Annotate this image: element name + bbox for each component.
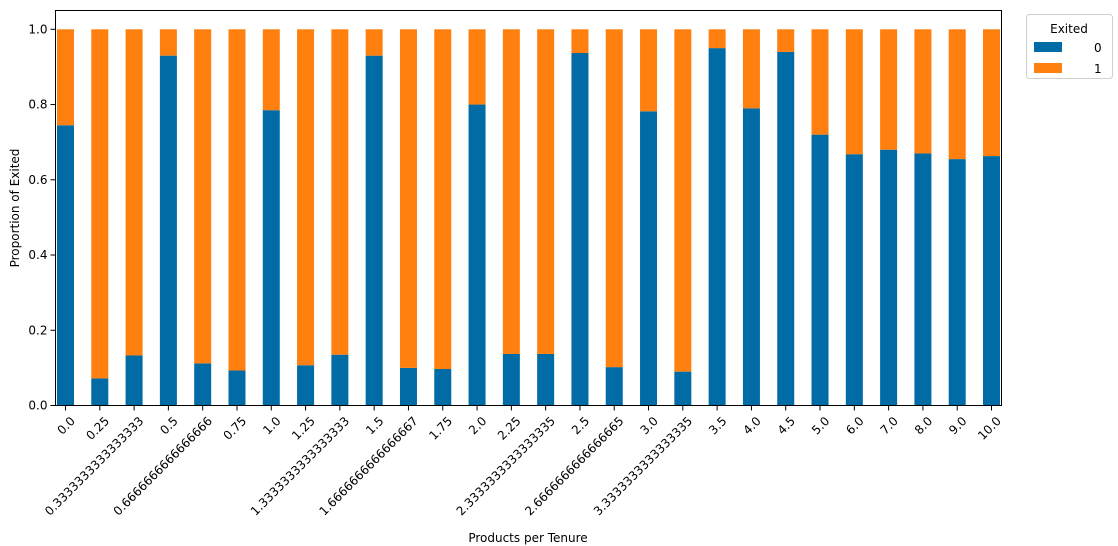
bar-segment-exited-0 [57,125,74,406]
bar-segment-exited-1 [91,29,109,379]
y-tick-label: 0.6 [28,173,47,187]
x-tick-label: 7.0 [878,414,901,437]
x-tick-label: 0.5 [157,414,180,437]
bar-segment-exited-0 [880,149,898,406]
y-axis: 0.0 0.2 0.4 0.6 0.8 1.0 [28,22,56,413]
x-axis-label: Products per Tenure [468,531,587,545]
bar-segment-exited-1 [640,29,658,112]
bar-segment-exited-1 [228,29,246,371]
bar-segment-exited-0 [708,48,726,406]
bar-segment-exited-0 [228,370,246,406]
bar-segment-exited-1 [674,29,692,372]
bar-segment-exited-1 [742,29,760,109]
bar-segment-exited-0 [468,104,486,406]
x-tick-label: 0.75 [221,414,250,443]
bar-segment-exited-0 [571,53,589,406]
y-tick-label: 0.8 [28,98,47,112]
bar-segment-exited-1 [434,29,452,370]
bar-segment-exited-0 [159,55,177,406]
bar-segment-exited-0 [297,365,315,406]
x-tick-label: 1.25 [289,414,318,443]
bar-segment-exited-0 [399,367,417,406]
x-tick-label: 2.0 [466,414,489,437]
bar-segment-exited-0 [502,353,520,406]
bar-segment-exited-1 [845,29,863,155]
x-tick-label: 1.75 [426,414,455,443]
x-tick-label: 3.5 [706,414,729,437]
x-tick-label: 9.0 [946,414,969,437]
legend-entry-label: 0 [1094,41,1102,55]
x-tick-label: 4.0 [740,414,763,437]
bar-segment-exited-1 [811,29,829,135]
legend-title: Exited [1050,22,1088,36]
y-tick-label: 1.0 [28,22,47,36]
legend: Exited 01 [1026,14,1113,79]
bar-segment-exited-1 [708,29,726,49]
bar-segment-exited-0 [742,108,760,406]
bar-segment-exited-0 [331,354,349,406]
bar-segment-exited-0 [674,371,692,406]
bar-segment-exited-0 [194,363,212,406]
bar-segment-exited-1 [262,29,280,111]
legend-items: 01 [1034,41,1102,76]
bars-layer [57,29,1000,406]
x-tick-label: 8.0 [912,414,935,437]
bar-segment-exited-0 [262,110,280,406]
bar-segment-exited-1 [537,29,555,354]
bar-segment-exited-1 [777,29,795,52]
bar-segment-exited-0 [777,51,795,406]
bar-segment-exited-0 [914,153,932,406]
x-tick-label: 3.0 [637,414,660,437]
bar-segment-exited-1 [502,29,520,354]
x-tick-label: 2.5 [569,414,592,437]
bar-segment-exited-1 [297,29,315,366]
y-tick-label: 0.4 [28,248,47,262]
x-tick-label: 6.0 [843,414,866,437]
bar-segment-exited-1 [880,29,898,150]
bar-segment-exited-1 [399,29,417,368]
x-tick-label: 1.0 [260,414,283,437]
legend-swatch [1034,63,1062,73]
x-tick-label: 10.0 [975,414,1004,443]
bar-segment-exited-1 [948,29,966,160]
legend-swatch [1034,42,1062,52]
x-tick-label: 1.5 [363,414,386,437]
bar-segment-exited-1 [914,29,932,154]
legend-frame [1026,14,1113,79]
bar-segment-exited-1 [605,29,623,368]
y-axis-label: Proportion of Exited [8,149,22,268]
bar-segment-exited-1 [365,29,383,56]
y-tick-label: 0.0 [28,399,47,413]
bar-segment-exited-0 [640,111,658,406]
bar-segment-exited-1 [468,29,486,105]
bar-segment-exited-1 [571,29,589,54]
bar-segment-exited-1 [194,29,212,364]
bar-segment-exited-0 [605,367,623,406]
legend-entry-label: 1 [1094,62,1102,76]
plot-frame [55,10,1002,406]
bar-segment-exited-0 [434,369,452,406]
bar-segment-exited-1 [159,29,177,56]
x-axis: 0.0 0.250.3333333333333333 0.50.6666666666… [42,405,1004,518]
bar-segment-exited-0 [365,55,383,406]
bar-segment-exited-0 [948,159,966,406]
bar-segment-exited-0 [91,378,109,406]
x-tick-label: 0.25 [83,414,112,443]
bar-segment-exited-0 [811,134,829,406]
bar-segment-exited-1 [983,29,1000,157]
bar-segment-exited-1 [331,29,349,355]
bar-segment-exited-1 [57,29,74,126]
y-tick-label: 0.2 [28,323,47,337]
bar-segment-exited-0 [125,355,143,406]
bar-segment-exited-0 [537,353,555,406]
bar-segment-exited-0 [845,154,863,406]
bar-segment-exited-0 [983,156,1000,406]
bar-segment-exited-1 [125,29,143,356]
x-tick-label: 5.0 [809,414,832,437]
x-tick-label: 0.0 [54,414,77,437]
x-tick-label: 4.5 [775,414,798,437]
x-tick-label: 2.25 [495,414,524,443]
